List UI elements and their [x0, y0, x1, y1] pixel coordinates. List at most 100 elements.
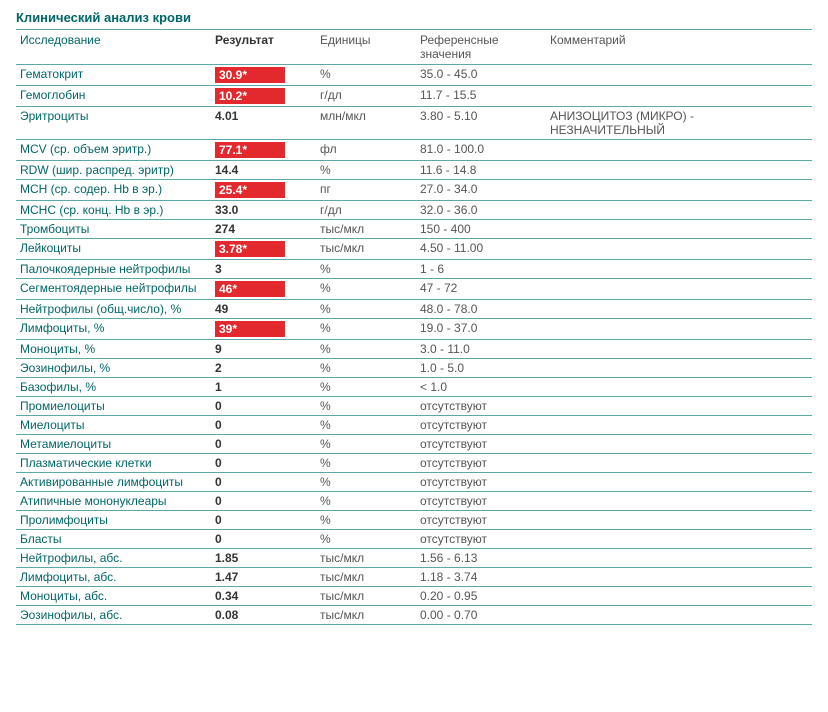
- cell-test: Миелоциты: [16, 416, 211, 435]
- cell-test: Активированные лимфоциты: [16, 473, 211, 492]
- cell-units: тыс/мкл: [316, 549, 416, 568]
- col-header-comment: Комментарий: [546, 30, 812, 65]
- cell-ref: 1 - 6: [416, 260, 546, 279]
- cell-test: MCV (ср. объем эритр.): [16, 140, 211, 161]
- cell-ref: 1.56 - 6.13: [416, 549, 546, 568]
- cell-result: 0.34: [211, 587, 316, 606]
- cell-units: %: [316, 340, 416, 359]
- cell-comment: [546, 279, 812, 300]
- cell-comment: [546, 201, 812, 220]
- cell-test: Гемоглобин: [16, 86, 211, 107]
- table-row: Бласты0%отсутствуют: [16, 530, 812, 549]
- col-header-test: Исследование: [16, 30, 211, 65]
- cell-result: 9: [211, 340, 316, 359]
- table-row: Палочкоядерные нейтрофилы3%1 - 6: [16, 260, 812, 279]
- cell-ref: 32.0 - 36.0: [416, 201, 546, 220]
- cell-comment: [546, 416, 812, 435]
- cell-test: Сегментоядерные нейтрофилы: [16, 279, 211, 300]
- report-title: Клинический анализ крови: [16, 10, 812, 25]
- cell-test: Нейтрофилы (общ.число), %: [16, 300, 211, 319]
- cell-test: MCH (ср. содер. Hb в эр.): [16, 180, 211, 201]
- cell-units: тыс/мкл: [316, 239, 416, 260]
- cell-result: 1: [211, 378, 316, 397]
- table-row: MCHC (ср. конц. Hb в эр.)33.0г/дл32.0 - …: [16, 201, 812, 220]
- cell-test: MCHC (ср. конц. Hb в эр.): [16, 201, 211, 220]
- cell-test: Лейкоциты: [16, 239, 211, 260]
- cell-units: %: [316, 161, 416, 180]
- cell-ref: 47 - 72: [416, 279, 546, 300]
- cell-ref: отсутствуют: [416, 530, 546, 549]
- cell-ref: 1.18 - 3.74: [416, 568, 546, 587]
- table-row: Гематокрит30.9*%35.0 - 45.0: [16, 65, 812, 86]
- cell-comment: [546, 568, 812, 587]
- cell-comment: [546, 180, 812, 201]
- cell-ref: 1.0 - 5.0: [416, 359, 546, 378]
- cell-comment: [546, 435, 812, 454]
- cell-result: 0: [211, 416, 316, 435]
- col-header-result: Результат: [211, 30, 316, 65]
- cell-test: Метамиелоциты: [16, 435, 211, 454]
- cell-ref: 48.0 - 78.0: [416, 300, 546, 319]
- table-row: Метамиелоциты0%отсутствуют: [16, 435, 812, 454]
- cell-comment: [546, 587, 812, 606]
- cell-test: Промиелоциты: [16, 397, 211, 416]
- result-flag: 77.1*: [215, 142, 285, 158]
- cell-units: %: [316, 300, 416, 319]
- cell-units: тыс/мкл: [316, 587, 416, 606]
- cell-comment: [546, 319, 812, 340]
- cell-result: 0.08: [211, 606, 316, 625]
- cell-units: %: [316, 279, 416, 300]
- cell-test: Плазматические клетки: [16, 454, 211, 473]
- cell-units: %: [316, 319, 416, 340]
- cell-result: 1.85: [211, 549, 316, 568]
- cell-units: тыс/мкл: [316, 568, 416, 587]
- cell-result: 33.0: [211, 201, 316, 220]
- cell-result: 0: [211, 435, 316, 454]
- table-row: Промиелоциты0%отсутствуют: [16, 397, 812, 416]
- table-row: Нейтрофилы (общ.число), %49%48.0 - 78.0: [16, 300, 812, 319]
- cell-units: %: [316, 378, 416, 397]
- cell-result: 4.01: [211, 107, 316, 140]
- cell-ref: 0.00 - 0.70: [416, 606, 546, 625]
- cell-units: %: [316, 260, 416, 279]
- cell-result: 1.47: [211, 568, 316, 587]
- cell-ref: 3.80 - 5.10: [416, 107, 546, 140]
- table-row: Лейкоциты3.78*тыс/мкл4.50 - 11.00: [16, 239, 812, 260]
- table-row: Лимфоциты, %39*%19.0 - 37.0: [16, 319, 812, 340]
- cell-result: 49: [211, 300, 316, 319]
- cell-units: %: [316, 511, 416, 530]
- cell-ref: 19.0 - 37.0: [416, 319, 546, 340]
- cell-ref: 35.0 - 45.0: [416, 65, 546, 86]
- table-row: MCH (ср. содер. Hb в эр.)25.4*пг27.0 - 3…: [16, 180, 812, 201]
- cell-comment: [546, 359, 812, 378]
- cell-test: Моноциты, абс.: [16, 587, 211, 606]
- cell-test: Тромбоциты: [16, 220, 211, 239]
- cell-test: Эозинофилы, %: [16, 359, 211, 378]
- cell-ref: 11.7 - 15.5: [416, 86, 546, 107]
- result-flag: 46*: [215, 281, 285, 297]
- cell-comment: [546, 86, 812, 107]
- cell-units: %: [316, 359, 416, 378]
- cell-comment: [546, 220, 812, 239]
- table-row: Нейтрофилы, абс.1.85тыс/мкл1.56 - 6.13: [16, 549, 812, 568]
- cell-result: 39*: [211, 319, 316, 340]
- cell-test: RDW (шир. распред. эритр): [16, 161, 211, 180]
- table-row: Тромбоциты274тыс/мкл150 - 400: [16, 220, 812, 239]
- cell-result: 25.4*: [211, 180, 316, 201]
- cell-test: Атипичные мононуклеары: [16, 492, 211, 511]
- cell-units: тыс/мкл: [316, 606, 416, 625]
- cell-result: 77.1*: [211, 140, 316, 161]
- cell-ref: отсутствуют: [416, 454, 546, 473]
- cell-result: 274: [211, 220, 316, 239]
- cell-result: 14.4: [211, 161, 316, 180]
- cell-ref: отсутствуют: [416, 416, 546, 435]
- cell-units: %: [316, 65, 416, 86]
- cell-comment: [546, 454, 812, 473]
- result-flag: 25.4*: [215, 182, 285, 198]
- table-body: Гематокрит30.9*%35.0 - 45.0Гемоглобин 1 0.…: [16, 65, 812, 625]
- table-row: Моноциты, %9%3.0 - 11.0: [16, 340, 812, 359]
- cell-comment: [546, 492, 812, 511]
- cell-comment: [546, 239, 812, 260]
- table-row: Лимфоциты, абс.1.47тыс/мкл1.18 - 3.74: [16, 568, 812, 587]
- cell-comment: [546, 397, 812, 416]
